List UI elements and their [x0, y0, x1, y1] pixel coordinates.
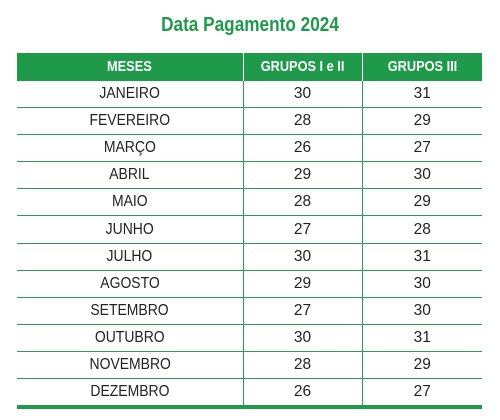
table-row: JULHO 30 31	[17, 243, 482, 271]
page-title: Data Pagamento 2024	[161, 14, 339, 36]
groups-1-2-cell: 30	[242, 243, 362, 271]
groups-3-cell: 30	[361, 297, 482, 325]
table-row: FEVEREIRO 28 29	[17, 107, 482, 136]
groups-1-2-cell: 30	[242, 324, 362, 352]
groups-1-2-cell: 28	[242, 188, 362, 217]
groups-3-cell: 27	[361, 134, 482, 163]
groups-1-2-cell: 26	[242, 134, 362, 163]
table-row: AGOSTO 29 30	[17, 270, 482, 298]
header-months: MESES	[17, 53, 243, 81]
month-cell: FEVEREIRO	[17, 107, 243, 136]
groups-3-cell: 27	[361, 378, 482, 410]
month-cell: DEZEMBRO	[17, 378, 243, 410]
month-cell: SETEMBRO	[17, 297, 243, 325]
groups-1-2-cell: 26	[242, 378, 362, 410]
groups-3-cell: 31	[361, 243, 482, 271]
month-cell: AGOSTO	[17, 270, 243, 298]
groups-1-2-cell: 28	[242, 351, 362, 380]
table-row: NOVEMBRO 28 29	[17, 351, 482, 380]
groups-1-2-cell: 28	[242, 107, 362, 136]
groups-3-cell: 29	[361, 351, 482, 380]
table-body: JANEIRO 30 31 FEVEREIRO 28 29 MARÇO 26 27 ABRIL 29…	[17, 81, 482, 410]
groups-3-cell: 28	[361, 215, 482, 244]
header-row: MESES GRUPOS I e II GRUPOS III	[17, 53, 482, 81]
groups-1-2-cell: 27	[242, 215, 362, 244]
table-row: JANEIRO 30 31	[17, 81, 482, 109]
groups-3-cell: 31	[361, 81, 482, 109]
groups-3-cell: 30	[361, 270, 482, 298]
groups-3-cell: 29	[361, 107, 482, 136]
groups-1-2-cell: 27	[242, 297, 362, 325]
groups-1-2-cell: 29	[242, 270, 362, 298]
month-cell: MAIO	[17, 188, 243, 217]
month-cell: ABRIL	[17, 161, 243, 190]
table-row: ABRIL 29 30	[17, 161, 482, 190]
month-cell: OUTUBRO	[17, 324, 243, 352]
header-groups-1-2: GRUPOS I e II	[242, 53, 362, 81]
month-cell: JULHO	[17, 243, 243, 271]
groups-1-2-cell: 30	[242, 81, 362, 109]
month-cell: JANEIRO	[17, 81, 243, 109]
groups-3-cell: 30	[361, 161, 482, 190]
table-row: JUNHO 27 28	[17, 215, 482, 244]
month-cell: MARÇO	[17, 134, 243, 163]
table-header: MESES GRUPOS I e II GRUPOS III	[17, 53, 482, 81]
table-row: DEZEMBRO 26 27	[17, 378, 482, 410]
table-row: SETEMBRO 27 30	[17, 297, 482, 325]
table-row: MAIO 28 29	[17, 188, 482, 217]
groups-1-2-cell: 29	[242, 161, 362, 190]
groups-3-cell: 29	[361, 188, 482, 217]
header-groups-3: GRUPOS III	[361, 53, 482, 81]
table-row: OUTUBRO 30 31	[17, 324, 482, 352]
groups-3-cell: 31	[361, 324, 482, 352]
month-cell: NOVEMBRO	[17, 351, 243, 380]
month-cell: JUNHO	[17, 215, 243, 244]
table-row: MARÇO 26 27	[17, 134, 482, 163]
payment-schedule-table: MESES GRUPOS I e II GRUPOS III JANEIRO 30…	[17, 53, 482, 410]
